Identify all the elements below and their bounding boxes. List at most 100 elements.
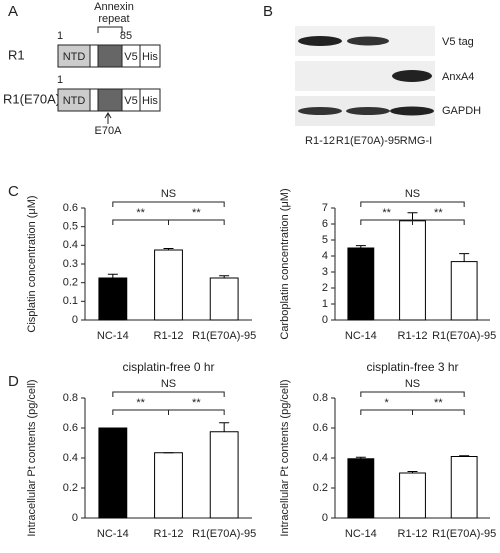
construct-name: R1 <box>8 47 25 62</box>
band <box>390 106 434 116</box>
band <box>392 70 432 82</box>
bar <box>209 431 239 519</box>
mutation-label: E70A <box>95 125 123 137</box>
x-tick-label: NC-14 <box>345 528 377 540</box>
band <box>346 107 390 115</box>
bar <box>450 456 478 519</box>
bar <box>154 452 183 519</box>
significance-label: ** <box>434 207 443 219</box>
bar <box>154 249 183 321</box>
blot-row-label: AnxA4 <box>442 71 474 83</box>
y-tick-label: 6 <box>322 218 328 230</box>
bracket <box>97 26 123 33</box>
chart-title: cisplatin-free 0 hr <box>122 360 214 374</box>
error-bar <box>219 422 230 432</box>
construct-name: R1(E70A) <box>3 91 60 106</box>
error-bar <box>355 456 366 459</box>
y-tick-label: 5 <box>322 234 328 246</box>
significance-bracket <box>360 391 465 397</box>
y-tick-label: 0 <box>322 314 328 326</box>
y-tick-label: 0.6 <box>63 422 78 434</box>
domain-label: NTD <box>63 95 86 107</box>
bar <box>209 277 239 321</box>
annexin-box <box>97 88 123 112</box>
x-tick-label: R1(E70A)-95 <box>432 528 496 540</box>
x-tick-label: R1-12 <box>398 528 428 540</box>
error-bar <box>407 212 418 221</box>
y-tick-label: 2 <box>322 282 328 294</box>
significance-bracket <box>112 201 225 207</box>
significance-label: ** <box>136 397 145 409</box>
residue-end: 85 <box>120 30 132 42</box>
significance-label: ** <box>136 207 145 219</box>
x-tick-label: R1-12 <box>154 528 184 540</box>
bar <box>347 247 375 321</box>
bar <box>399 472 426 519</box>
domain-label: His <box>142 51 158 63</box>
panel-label: C <box>8 183 19 200</box>
x-tick-label: NC-14 <box>97 528 129 540</box>
y-tick-label: 0.3 <box>63 258 78 270</box>
significance-label: NS <box>405 378 420 390</box>
y-tick-label: 0 <box>322 512 328 524</box>
y-tick-label: 0 <box>72 314 78 326</box>
significance-label: * <box>385 397 390 409</box>
blot-row-label: V5 tag <box>442 36 474 48</box>
significance-label: ** <box>434 397 443 409</box>
x-tick-label: R1-12 <box>154 330 184 342</box>
domain-label: His <box>142 95 158 107</box>
domain-label: V5 <box>124 51 137 63</box>
y-tick-label: 4 <box>322 250 328 262</box>
annexin-label: repeat <box>98 13 129 25</box>
mutation-arrow <box>104 112 112 124</box>
residue-start: 1 <box>57 74 63 86</box>
chart-title: cisplatin-free 3 hr <box>366 360 458 374</box>
bar <box>98 427 128 519</box>
significance-bracket <box>168 219 225 225</box>
blot-lane-label: R1-12 <box>305 135 335 147</box>
significance-bracket <box>168 409 225 415</box>
x-tick-label: R1(E70A)-95 <box>432 330 496 342</box>
y-tick-label: 3 <box>322 266 328 278</box>
annexin-label: Annexin <box>94 1 134 13</box>
x-tick-label: R1(E70A)-95 <box>192 528 256 540</box>
panel-label: D <box>8 373 19 390</box>
bar <box>399 220 426 321</box>
his-box <box>139 44 161 68</box>
significance-label: ** <box>192 207 201 219</box>
blot-lane-label: R1(E70A)-95 <box>336 135 400 147</box>
significance-label: NS <box>405 188 420 200</box>
y-tick-label: 0.4 <box>63 239 78 251</box>
error-bar <box>219 275 230 278</box>
error-bar <box>407 471 418 473</box>
significance-bracket <box>412 219 465 225</box>
significance-label: NS <box>161 188 176 200</box>
y-tick-label: 0.6 <box>313 422 328 434</box>
y-tick-label: 0.2 <box>63 482 78 494</box>
error-bar <box>355 245 366 248</box>
significance-bracket <box>112 391 225 397</box>
blot-lane-label: RMG-I <box>400 135 432 147</box>
x-tick-label: R1-12 <box>398 330 428 342</box>
annexin-box <box>97 44 123 68</box>
y-tick-label: 0.2 <box>63 277 78 289</box>
x-tick-label: NC-14 <box>345 330 377 342</box>
domain-label: V5 <box>124 95 137 107</box>
bar <box>98 277 128 321</box>
y-tick-label: 7 <box>322 202 328 214</box>
linker-box <box>89 44 99 68</box>
residue-start: 1 <box>57 30 63 42</box>
significance-bracket <box>360 201 465 207</box>
panel-label: B <box>263 3 273 20</box>
error-bar <box>107 273 118 278</box>
panel-label: A <box>8 3 18 20</box>
construct <box>57 44 161 68</box>
y-tick-label: 0.8 <box>313 392 328 404</box>
y-tick-label: 0.2 <box>313 482 328 494</box>
significance-label: ** <box>192 397 201 409</box>
y-tick-label: 0.4 <box>63 452 78 464</box>
y-tick-label: 1 <box>322 298 328 310</box>
error-bar <box>163 248 174 250</box>
